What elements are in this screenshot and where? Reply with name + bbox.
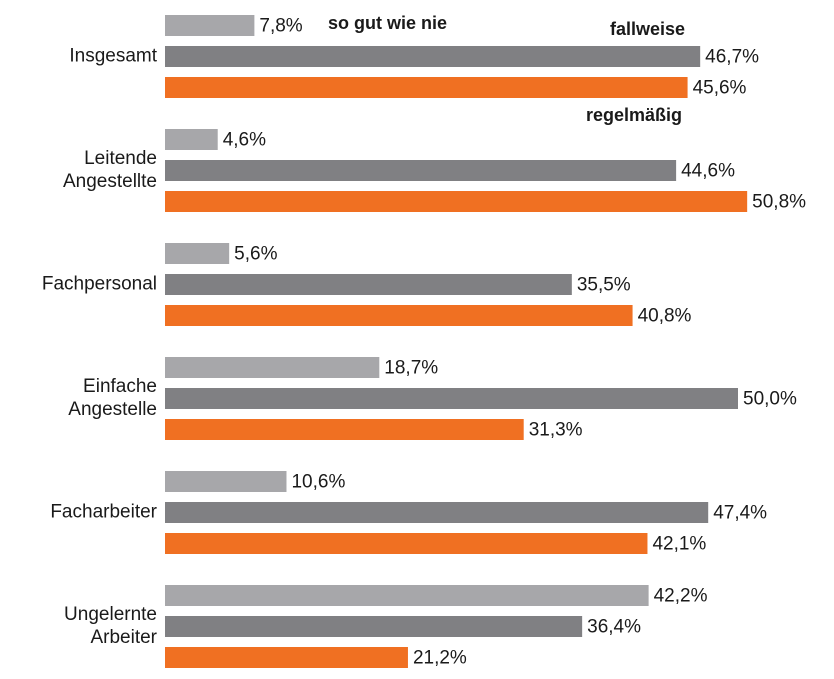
value-label: 42,1%	[652, 534, 706, 555]
category-label: Facharbeiter	[50, 502, 157, 523]
category-label: Einfache	[83, 376, 157, 397]
bar	[165, 502, 709, 523]
bar	[165, 585, 649, 606]
bar	[165, 357, 380, 378]
bar	[165, 647, 408, 668]
bar	[165, 533, 648, 554]
value-label: 50,0%	[743, 389, 797, 410]
bar	[165, 15, 255, 36]
category-label: Fachpersonal	[42, 274, 157, 295]
bar	[165, 274, 572, 295]
value-label: 10,6%	[291, 472, 345, 493]
value-label: 18,7%	[384, 358, 438, 379]
value-label: 5,6%	[234, 244, 277, 265]
value-label: 35,5%	[577, 275, 631, 296]
value-label: 42,2%	[654, 586, 708, 607]
bar	[165, 191, 748, 212]
value-label: 21,2%	[413, 648, 467, 669]
bar	[165, 243, 230, 264]
value-label: 31,3%	[529, 420, 583, 441]
value-label: 47,4%	[713, 503, 767, 524]
value-label: 40,8%	[638, 306, 692, 327]
category-label: Insgesamt	[69, 46, 157, 67]
bar	[165, 616, 583, 637]
bar	[165, 305, 633, 326]
bar	[165, 388, 738, 409]
category-label: Arbeiter	[90, 627, 157, 648]
category-label: Ungelernte	[64, 604, 157, 625]
value-label: 7,8%	[259, 16, 302, 37]
bar	[165, 160, 677, 181]
legend-label: so gut wie nie	[328, 13, 447, 33]
bar	[165, 419, 524, 440]
bar	[165, 77, 688, 98]
value-label: 44,6%	[681, 161, 735, 182]
category-label: Angestellte	[63, 171, 157, 192]
value-label: 50,8%	[752, 192, 806, 213]
legend-label: regelmäßig	[586, 105, 682, 125]
value-label: 36,4%	[587, 617, 641, 638]
value-label: 46,7%	[705, 47, 759, 68]
bar	[165, 471, 287, 492]
category-label: Angestelle	[68, 399, 157, 420]
legend-label: fallweise	[610, 19, 685, 39]
bar	[165, 129, 218, 150]
value-label: 45,6%	[693, 78, 747, 99]
category-label: Leitende	[84, 148, 157, 169]
bar	[165, 46, 701, 67]
value-label: 4,6%	[223, 130, 266, 151]
